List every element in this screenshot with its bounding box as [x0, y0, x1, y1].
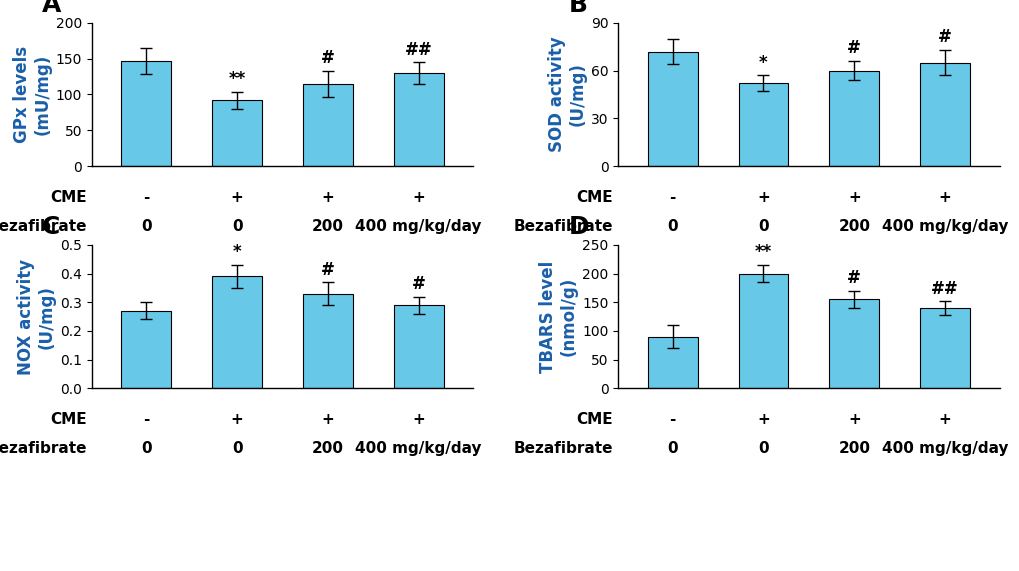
Text: +: +: [756, 412, 769, 427]
Y-axis label: TBARS level
(nmol/g): TBARS level (nmol/g): [539, 260, 578, 373]
Text: +: +: [321, 412, 334, 427]
Text: 400 mg/kg/day: 400 mg/kg/day: [356, 219, 482, 234]
Text: 200: 200: [312, 441, 343, 456]
Text: #: #: [412, 275, 425, 293]
Text: Bezafibrate: Bezafibrate: [514, 219, 612, 234]
Text: +: +: [756, 190, 769, 205]
Bar: [121, 311, 171, 388]
Bar: [828, 299, 878, 388]
Text: ##: ##: [405, 41, 432, 59]
Text: -: -: [668, 190, 676, 205]
Text: 0: 0: [666, 219, 678, 234]
Text: 0: 0: [231, 219, 243, 234]
Text: ##: ##: [930, 280, 958, 297]
Text: +: +: [412, 412, 425, 427]
Text: 400 mg/kg/day: 400 mg/kg/day: [356, 441, 482, 456]
Bar: [212, 100, 262, 166]
Text: +: +: [937, 190, 951, 205]
Text: #: #: [847, 39, 860, 58]
Bar: [121, 61, 171, 166]
Text: +: +: [847, 190, 860, 205]
Text: #: #: [847, 270, 860, 287]
Text: 200: 200: [312, 219, 343, 234]
Text: *: *: [758, 54, 767, 72]
Text: A: A: [42, 0, 61, 17]
Bar: [303, 84, 353, 166]
Text: #: #: [321, 49, 334, 67]
Text: 0: 0: [141, 219, 152, 234]
Bar: [828, 71, 878, 166]
Text: CME: CME: [50, 412, 87, 427]
Bar: [303, 293, 353, 388]
Text: +: +: [937, 412, 951, 427]
Text: +: +: [847, 412, 860, 427]
Text: **: **: [228, 70, 246, 88]
Text: #: #: [321, 260, 334, 279]
Text: -: -: [668, 412, 676, 427]
Text: +: +: [230, 190, 244, 205]
Y-axis label: GPx levels
(mU/mg): GPx levels (mU/mg): [12, 46, 52, 143]
Text: 400 mg/kg/day: 400 mg/kg/day: [881, 441, 1008, 456]
Bar: [738, 274, 788, 388]
Text: 400 mg/kg/day: 400 mg/kg/day: [881, 219, 1008, 234]
Bar: [647, 337, 697, 388]
Text: **: **: [754, 243, 771, 262]
Text: Bezafibrate: Bezafibrate: [0, 441, 87, 456]
Text: +: +: [321, 190, 334, 205]
Bar: [738, 83, 788, 166]
Text: +: +: [230, 412, 244, 427]
Bar: [393, 73, 443, 166]
Text: D: D: [568, 215, 589, 239]
Text: CME: CME: [576, 190, 612, 205]
Text: 200: 200: [838, 441, 869, 456]
Bar: [212, 276, 262, 388]
Text: 0: 0: [757, 441, 768, 456]
Y-axis label: SOD activity
(U/mg): SOD activity (U/mg): [547, 37, 586, 152]
Text: 0: 0: [141, 441, 152, 456]
Text: B: B: [568, 0, 587, 17]
Bar: [919, 308, 969, 388]
Text: CME: CME: [50, 190, 87, 205]
Text: 200: 200: [838, 219, 869, 234]
Text: -: -: [143, 412, 150, 427]
Text: +: +: [412, 190, 425, 205]
Text: #: #: [937, 29, 951, 46]
Text: 0: 0: [757, 219, 768, 234]
Y-axis label: NOX activity
(U/mg): NOX activity (U/mg): [17, 259, 56, 375]
Text: *: *: [232, 243, 242, 262]
Text: 0: 0: [666, 441, 678, 456]
Text: 0: 0: [231, 441, 243, 456]
Bar: [919, 63, 969, 166]
Text: Bezafibrate: Bezafibrate: [514, 441, 612, 456]
Text: C: C: [42, 215, 60, 239]
Text: Bezafibrate: Bezafibrate: [0, 219, 87, 234]
Text: -: -: [143, 190, 150, 205]
Bar: [647, 51, 697, 166]
Text: CME: CME: [576, 412, 612, 427]
Bar: [393, 305, 443, 388]
